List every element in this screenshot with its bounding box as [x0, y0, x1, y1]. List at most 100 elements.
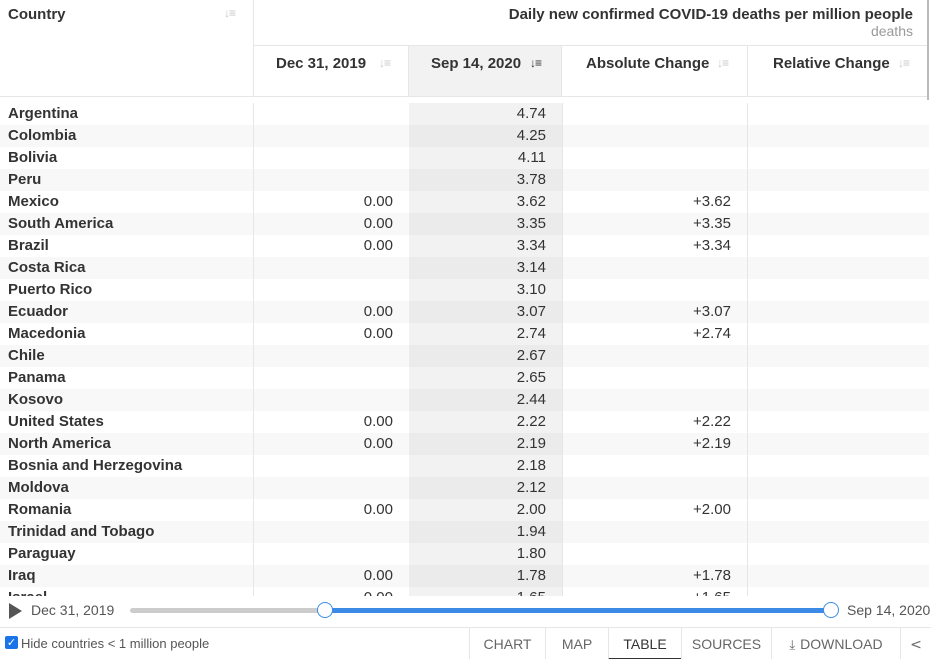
sort-icon[interactable]: ↓≡ — [898, 56, 910, 70]
country-cell: Ecuador — [0, 301, 254, 323]
absolute-change-cell — [562, 389, 748, 411]
sep-value-cell: 2.12 — [409, 477, 562, 499]
relative-change-cell — [748, 477, 929, 499]
absolute-change-cell: +3.35 — [562, 213, 748, 235]
table-row: Paraguay 1.80 — [0, 543, 929, 565]
country-header-label: Country — [8, 6, 66, 23]
table-row: North America 0.00 2.19 +2.19 — [0, 433, 929, 455]
relative-change-cell — [748, 565, 929, 587]
country-cell: Paraguay — [0, 543, 254, 565]
dec-value-cell: 0.00 — [363, 501, 393, 518]
column-header-relative-change[interactable]: Relative Change ↓≡ — [748, 46, 929, 97]
sort-icon[interactable]: ↓≡ — [379, 56, 391, 70]
country-cell: Mexico — [0, 191, 254, 213]
absolute-change-cell: +2.00 — [562, 499, 748, 521]
sep-value-cell: 2.18 — [409, 455, 562, 477]
hide-small-countries-label[interactable]: Hide countries < 1 million people — [21, 636, 210, 651]
play-icon[interactable] — [9, 603, 22, 619]
relative-change-cell — [748, 367, 929, 389]
dec-value-cell — [254, 125, 409, 147]
absolute-change-cell — [562, 367, 748, 389]
sep-value-cell: 3.35 — [409, 213, 562, 235]
relative-change-cell — [748, 235, 929, 257]
country-cell: Bolivia — [0, 147, 254, 169]
column-header-dec-31-2019[interactable]: Dec 31, 2019 ↓≡ — [254, 46, 409, 97]
tab-table[interactable]: TABLE — [608, 628, 681, 659]
timeline-end-label: Sep 14, 2020 — [847, 602, 931, 618]
sep-value-cell: 4.74 — [409, 103, 562, 125]
tab-map[interactable]: MAP — [545, 628, 608, 659]
sep-value-cell: 4.25 — [409, 125, 562, 147]
relative-change-cell — [748, 587, 929, 596]
dec-value-cell: 0.00 — [254, 587, 409, 596]
sep-value-cell: 3.78 — [409, 169, 562, 191]
share-button[interactable]: < — [900, 628, 931, 659]
sep-value-cell: 2.44 — [409, 389, 562, 411]
country-cell: Peru — [0, 169, 254, 191]
absolute-change-cell — [562, 147, 748, 169]
table-row: Iraq 0.00 1.78 +1.78 — [0, 565, 929, 587]
relative-change-cell — [748, 455, 929, 477]
data-table: Country ↓≡ Daily new confirmed COVID-19 … — [0, 0, 929, 596]
sep-value-cell: 3.07 — [409, 301, 562, 323]
sort-descending-icon[interactable]: ↓≡ — [530, 56, 542, 70]
table-row: Romania 0.00 2.00 +2.00 — [0, 499, 929, 521]
sep-value-cell: 3.62 — [409, 191, 562, 213]
indicator-title: Daily new confirmed COVID-19 deaths per … — [508, 6, 913, 23]
absolute-change-cell — [562, 477, 748, 499]
table-row: Macedonia 0.00 2.74 +2.74 — [0, 323, 929, 345]
column-header-absolute-change[interactable]: Absolute Change ↓≡ — [562, 46, 748, 97]
relative-change-cell — [748, 323, 929, 345]
dec-value-cell — [254, 543, 409, 565]
scrollbar[interactable] — [927, 0, 929, 100]
country-cell: South America — [0, 213, 254, 235]
dec-value-cell: 0.00 — [363, 325, 393, 342]
table-row: Colombia 4.25 — [0, 125, 929, 147]
table-row: Israel0.001.65+1.65 — [0, 587, 929, 596]
download-label: DOWNLOAD — [800, 636, 883, 652]
table-row: Peru 3.78 — [0, 169, 929, 191]
absolute-change-cell — [562, 125, 748, 147]
relative-change-cell — [748, 499, 929, 521]
timeline-start-handle[interactable] — [317, 602, 333, 618]
absolute-change-cell: +1.65 — [562, 587, 748, 596]
column-header-sep-14-2020[interactable]: Sep 14, 2020 ↓≡ — [409, 46, 562, 97]
relative-change-cell — [748, 279, 929, 301]
country-cell: Romania — [0, 499, 254, 521]
dec-value-cell: 0.00 — [254, 301, 409, 323]
country-cell: Panama — [0, 367, 254, 389]
tab-sources[interactable]: SOURCES — [681, 628, 771, 659]
table-row: Moldova 2.12 — [0, 477, 929, 499]
sep-value-cell: 2.65 — [409, 367, 562, 389]
relative-change-cell — [748, 213, 929, 235]
tab-download[interactable]: ⤓ DOWNLOAD — [771, 628, 900, 659]
dec-value-cell — [254, 279, 409, 301]
hide-small-countries-checkbox[interactable]: ✓ — [5, 636, 18, 649]
timeline-selected-range[interactable] — [325, 608, 831, 613]
table-row: Bosnia and Herzegovina 2.18 — [0, 455, 929, 477]
sort-icon[interactable]: ↓≡ — [717, 56, 729, 70]
country-cell: Macedonia — [0, 323, 254, 345]
table-title: Daily new confirmed COVID-19 deaths per … — [254, 0, 929, 46]
dec-value-cell — [254, 477, 409, 499]
absolute-change-cell — [562, 345, 748, 367]
table-row: Ecuador 0.00 3.07 +3.07 — [0, 301, 929, 323]
table-row: Puerto Rico 3.10 — [0, 279, 929, 301]
country-cell: Puerto Rico — [0, 279, 254, 301]
column-header-label: Relative Change — [773, 55, 890, 72]
country-column-header[interactable]: Country ↓≡ — [0, 0, 254, 97]
download-icon: ⤓ — [789, 637, 796, 652]
relative-change-cell — [748, 411, 929, 433]
absolute-change-cell: +3.62 — [562, 191, 748, 213]
timeline: Dec 31, 2019 Sep 14, 2020 — [0, 596, 931, 626]
country-cell: Moldova — [0, 477, 254, 499]
table-row: South America 0.00 3.35 +3.35 — [0, 213, 929, 235]
timeline-end-handle[interactable] — [823, 602, 839, 618]
country-cell: Costa Rica — [0, 257, 254, 279]
dec-value-cell — [254, 169, 409, 191]
dec-value-cell: 0.00 — [254, 433, 409, 455]
tab-chart[interactable]: CHART — [469, 628, 545, 659]
share-icon: < — [910, 637, 922, 653]
sort-icon[interactable]: ↓≡ — [224, 6, 236, 20]
dec-value-cell — [254, 455, 409, 477]
